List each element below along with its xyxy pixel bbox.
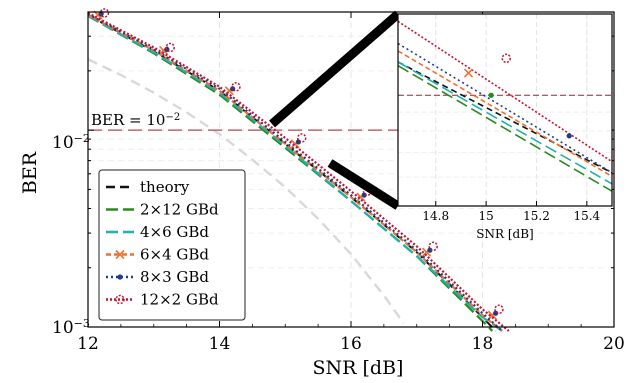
marker-12x2-2 (231, 82, 241, 92)
inset-x-axis-title: SNR [dB] (476, 227, 533, 241)
legend-marker-8x3 (117, 274, 123, 280)
legend: theory 2×12 GBd 4×6 GBd 6×4 GBd 8×3 GBd 12×2 … (98, 169, 246, 321)
legend-entry-theory: theory (106, 178, 190, 196)
inset-marker-8x3-2 (566, 133, 572, 139)
inset-series-line-4x6 (397, 61, 613, 185)
legend-entry-2x12: 2×12 GBd (106, 201, 219, 219)
legend-entry-8x3: 8×3 GBd (106, 268, 209, 286)
marker-12x2-5 (428, 241, 438, 252)
legend-label-6x4: 6×4 GBd (140, 246, 209, 264)
ber-threshold-label-base: BER = 10 (91, 111, 165, 129)
ber-threshold-label: BER = 10−2 (91, 111, 180, 129)
inset-plot: 14.8 15 15.2 15.4 SNR [dB] (397, 13, 613, 241)
legend-label-12x2: 12×2 GBd (140, 291, 219, 309)
main-xtick-label-0: 12 (77, 334, 99, 354)
y-tick-label-1e-3-base: 10 (52, 318, 74, 338)
series-line-4x6 (87, 14, 503, 332)
legend-label-4x6: 4×6 GBd (140, 223, 209, 241)
inset-ticks: 14.8 15 15.2 15.4 (422, 201, 601, 223)
y-axis-title: BER (19, 151, 41, 194)
inset-series-line-6x4 (397, 50, 613, 178)
main-xtick-label-2: 16 (340, 334, 362, 354)
zoom-connector-lower (327, 159, 401, 210)
inset-series-line-theory (397, 61, 613, 174)
legend-label-2x12: 2×12 GBd (140, 201, 219, 219)
inset-background (398, 14, 612, 206)
inset-series-line-2x12 (397, 65, 613, 192)
inset-xtick-label-3: 15.4 (573, 209, 600, 223)
legend-label-8x3: 8×3 GBd (140, 268, 209, 286)
legend-entry-4x6: 4×6 GBd (106, 223, 209, 241)
legend-marker-6x4 (115, 249, 125, 260)
faint-curve-line (87, 58, 405, 324)
inset-xtick-label-1: 15 (478, 209, 493, 223)
marker-12x2-0 (99, 8, 110, 18)
inset-series-group (397, 20, 613, 192)
y-tick-label-1e-3-exp: −3 (74, 317, 90, 330)
zoom-connector-upper (269, 10, 401, 128)
inset-xtick-label-2: 15.2 (523, 209, 550, 223)
legend-box (98, 169, 246, 321)
legend-entry-6x4: 6×4 GBd (106, 246, 209, 264)
main-xtick-label-1: 14 (209, 334, 231, 354)
y-tick-label-1e-2-exp: −2 (74, 132, 90, 145)
inset-marker-6x4-1-b (463, 68, 474, 78)
main-xtick-label-4: 20 (603, 334, 625, 354)
main-series-group (87, 8, 510, 332)
inset-marker-2x12-3 (488, 92, 494, 98)
marker-12x2-1 (165, 42, 175, 53)
legend-marker-6x4-b (115, 249, 125, 260)
y-tick-label-1e-2: 10−2 (52, 132, 90, 154)
legend-entries: theory 2×12 GBd 4×6 GBd 6×4 GBd 8×3 GBd 12×2 … (106, 178, 219, 309)
inset-frame (397, 13, 613, 207)
main-xtick-label-3: 18 (472, 334, 494, 354)
series-line-6x4 (87, 13, 503, 332)
main-ticks: 12 14 16 18 20 (77, 12, 625, 354)
x-axis-title: SNR [dB] (313, 357, 404, 379)
zoom-connectors (269, 10, 401, 210)
inset-series-line-12x2 (397, 20, 613, 163)
inset-marker-6x4-1 (463, 68, 474, 78)
series-line-12x2 (87, 12, 510, 332)
inset-series-line-8x3 (397, 42, 613, 174)
inset-marker-12x2-0 (501, 53, 512, 64)
ber-threshold-label-exp: −2 (165, 112, 180, 123)
legend-label-theory: theory (140, 178, 190, 196)
legend-marker-12x2 (115, 294, 125, 305)
inset-xtick-label-0: 14.8 (422, 209, 449, 223)
marker-12x2-3 (296, 133, 307, 143)
legend-entry-12x2: 12×2 GBd (106, 291, 219, 309)
faint-reference-curve (87, 58, 405, 324)
marker-12x2-6 (494, 304, 504, 315)
y-tick-label-1e-2-base: 10 (52, 133, 74, 153)
y-tick-label-1e-3: 10−3 (52, 317, 90, 339)
